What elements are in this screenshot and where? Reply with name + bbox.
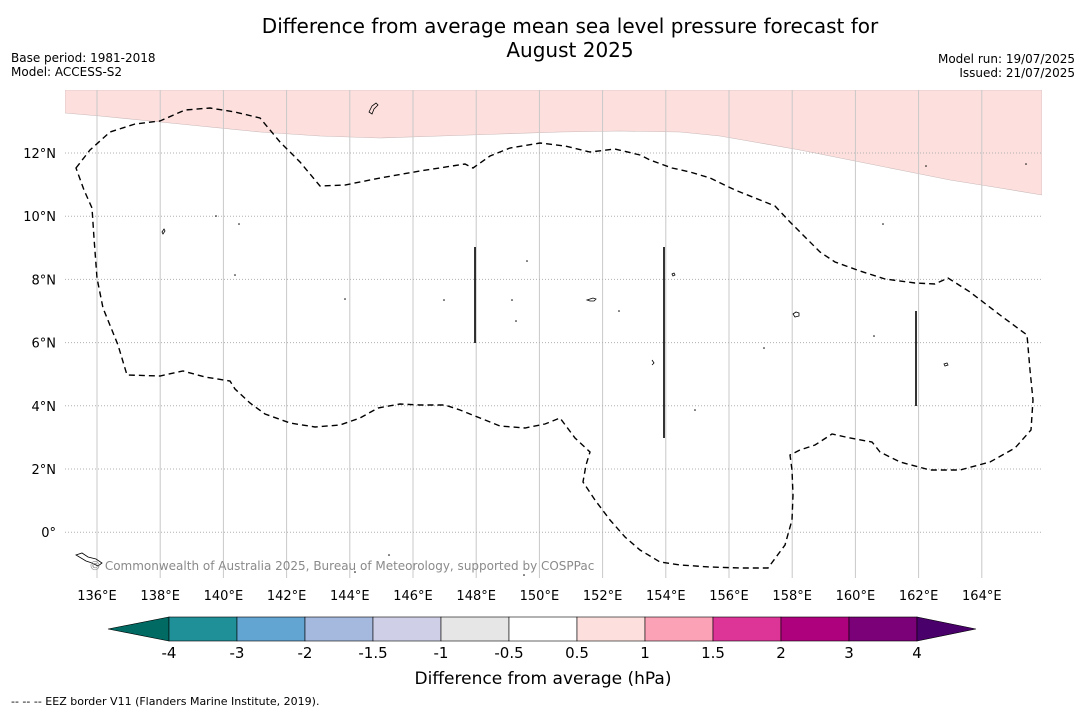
footer-note: -- -- -- EEZ border V11 (Flanders Marine… — [11, 695, 320, 708]
colorbar-swatch — [168, 616, 238, 642]
island-dots — [215, 163, 1027, 576]
longitude-label: 142°E — [267, 589, 307, 604]
colorbar-tick-label: 2 — [776, 644, 786, 662]
colorbar-tick-label: -1.5 — [358, 644, 387, 662]
colorbar-tick-label: 0.5 — [565, 644, 589, 662]
latitude-label: 10°N — [23, 210, 56, 225]
longitude-label: 146°E — [393, 589, 433, 604]
latitude-gridlines — [65, 152, 1042, 533]
longitude-label: 152°E — [583, 589, 623, 604]
island-group — [75, 552, 103, 567]
island — [792, 311, 800, 318]
colorbar-tick-label: -4 — [162, 644, 177, 662]
map-area: © Commonwealth of Australia 2025, Bureau… — [65, 90, 1042, 578]
colorbar-swatch — [236, 616, 306, 642]
colorbar-tick-label: 1.5 — [701, 644, 725, 662]
island-guam — [368, 102, 379, 115]
colorbar-swatch — [372, 616, 442, 642]
longitude-label: 164°E — [962, 589, 1002, 604]
longitude-label: 156°E — [709, 589, 749, 604]
latitude-labels: 12°N 10°N 8°N 6°N 4°N 2°N 0° — [23, 147, 56, 541]
colorbar-swatch — [644, 616, 714, 642]
colorbar-tick-label: -2 — [298, 644, 313, 662]
colorbar-extend-low — [107, 616, 170, 642]
eez-border — [75, 107, 1034, 569]
longitude-label: 140°E — [204, 589, 244, 604]
latitude-label: 8°N — [32, 273, 57, 288]
latitude-label: 4°N — [32, 400, 57, 415]
colorbar-tick-label: 1 — [640, 644, 650, 662]
colorbar-tick-label: -1 — [434, 644, 449, 662]
longitude-label: 154°E — [646, 589, 686, 604]
map-background — [65, 90, 1042, 578]
longitude-label: 158°E — [772, 589, 812, 604]
island — [585, 297, 597, 302]
base-period: Base period: 1981-2018 — [11, 51, 156, 65]
map-title: Difference from average mean sea level p… — [230, 14, 910, 62]
base-info: Base period: 1981-2018 Model: ACCESS-S2 — [11, 51, 156, 79]
colorbar-swatch — [848, 616, 918, 642]
longitude-label: 136°E — [77, 589, 117, 604]
run-info: Model run: 19/07/2025 Issued: 21/07/2025 — [938, 52, 1075, 80]
copyright-text: © Commonwealth of Australia 2025, Bureau… — [89, 559, 594, 573]
longitude-label: 150°E — [520, 589, 560, 604]
colorbar — [107, 616, 977, 642]
colorbar-tick-label: -0.5 — [494, 644, 523, 662]
latitude-label: 2°N — [32, 463, 57, 478]
colorbar-swatch — [440, 616, 510, 642]
colorbar-swatch — [508, 616, 578, 642]
colorbar-tick-label: 4 — [912, 644, 922, 662]
longitude-label: 160°E — [836, 589, 876, 604]
island — [943, 362, 949, 367]
colorbar-tick-label: -3 — [230, 644, 245, 662]
longitude-gridlines — [96, 90, 983, 578]
colorbar-extend-high — [916, 616, 977, 642]
latitude-label: 12°N — [23, 147, 56, 162]
title-line-1: Difference from average mean sea level p… — [261, 14, 879, 38]
island — [671, 272, 676, 277]
islands — [75, 102, 949, 567]
latitude-label: 6°N — [32, 337, 57, 352]
colorbar-swatch — [304, 616, 374, 642]
colorbar-label: Difference from average (hPa) — [415, 669, 672, 689]
colorbar-tick-label: 3 — [844, 644, 854, 662]
longitude-label: 138°E — [140, 589, 180, 604]
longitude-label: 148°E — [456, 589, 496, 604]
model-name: Model: ACCESS-S2 — [11, 65, 123, 79]
colorbar-swatch — [712, 616, 782, 642]
colorbar-ticks: -4 -3 -2 -1.5 -1 -0.5 0.5 1 1.5 2 3 4 — [162, 644, 922, 662]
title-line-2: August 2025 — [506, 38, 634, 62]
sea-level-markers — [474, 247, 917, 438]
colorbar-swatch — [576, 616, 646, 642]
longitude-label: 144°E — [330, 589, 370, 604]
island — [161, 228, 166, 235]
longitude-labels: 136°E 138°E 140°E 142°E 144°E 146°E 148°E 150°E… — [77, 589, 1001, 604]
island — [651, 359, 655, 366]
colorbar-swatch — [780, 616, 850, 642]
anomaly-region — [65, 90, 1042, 196]
model-run: Model run: 19/07/2025 — [937, 52, 1075, 66]
issued-date: Issued: 21/07/2025 — [959, 66, 1075, 80]
latitude-label: 0° — [41, 526, 56, 541]
longitude-label: 162°E — [899, 589, 939, 604]
